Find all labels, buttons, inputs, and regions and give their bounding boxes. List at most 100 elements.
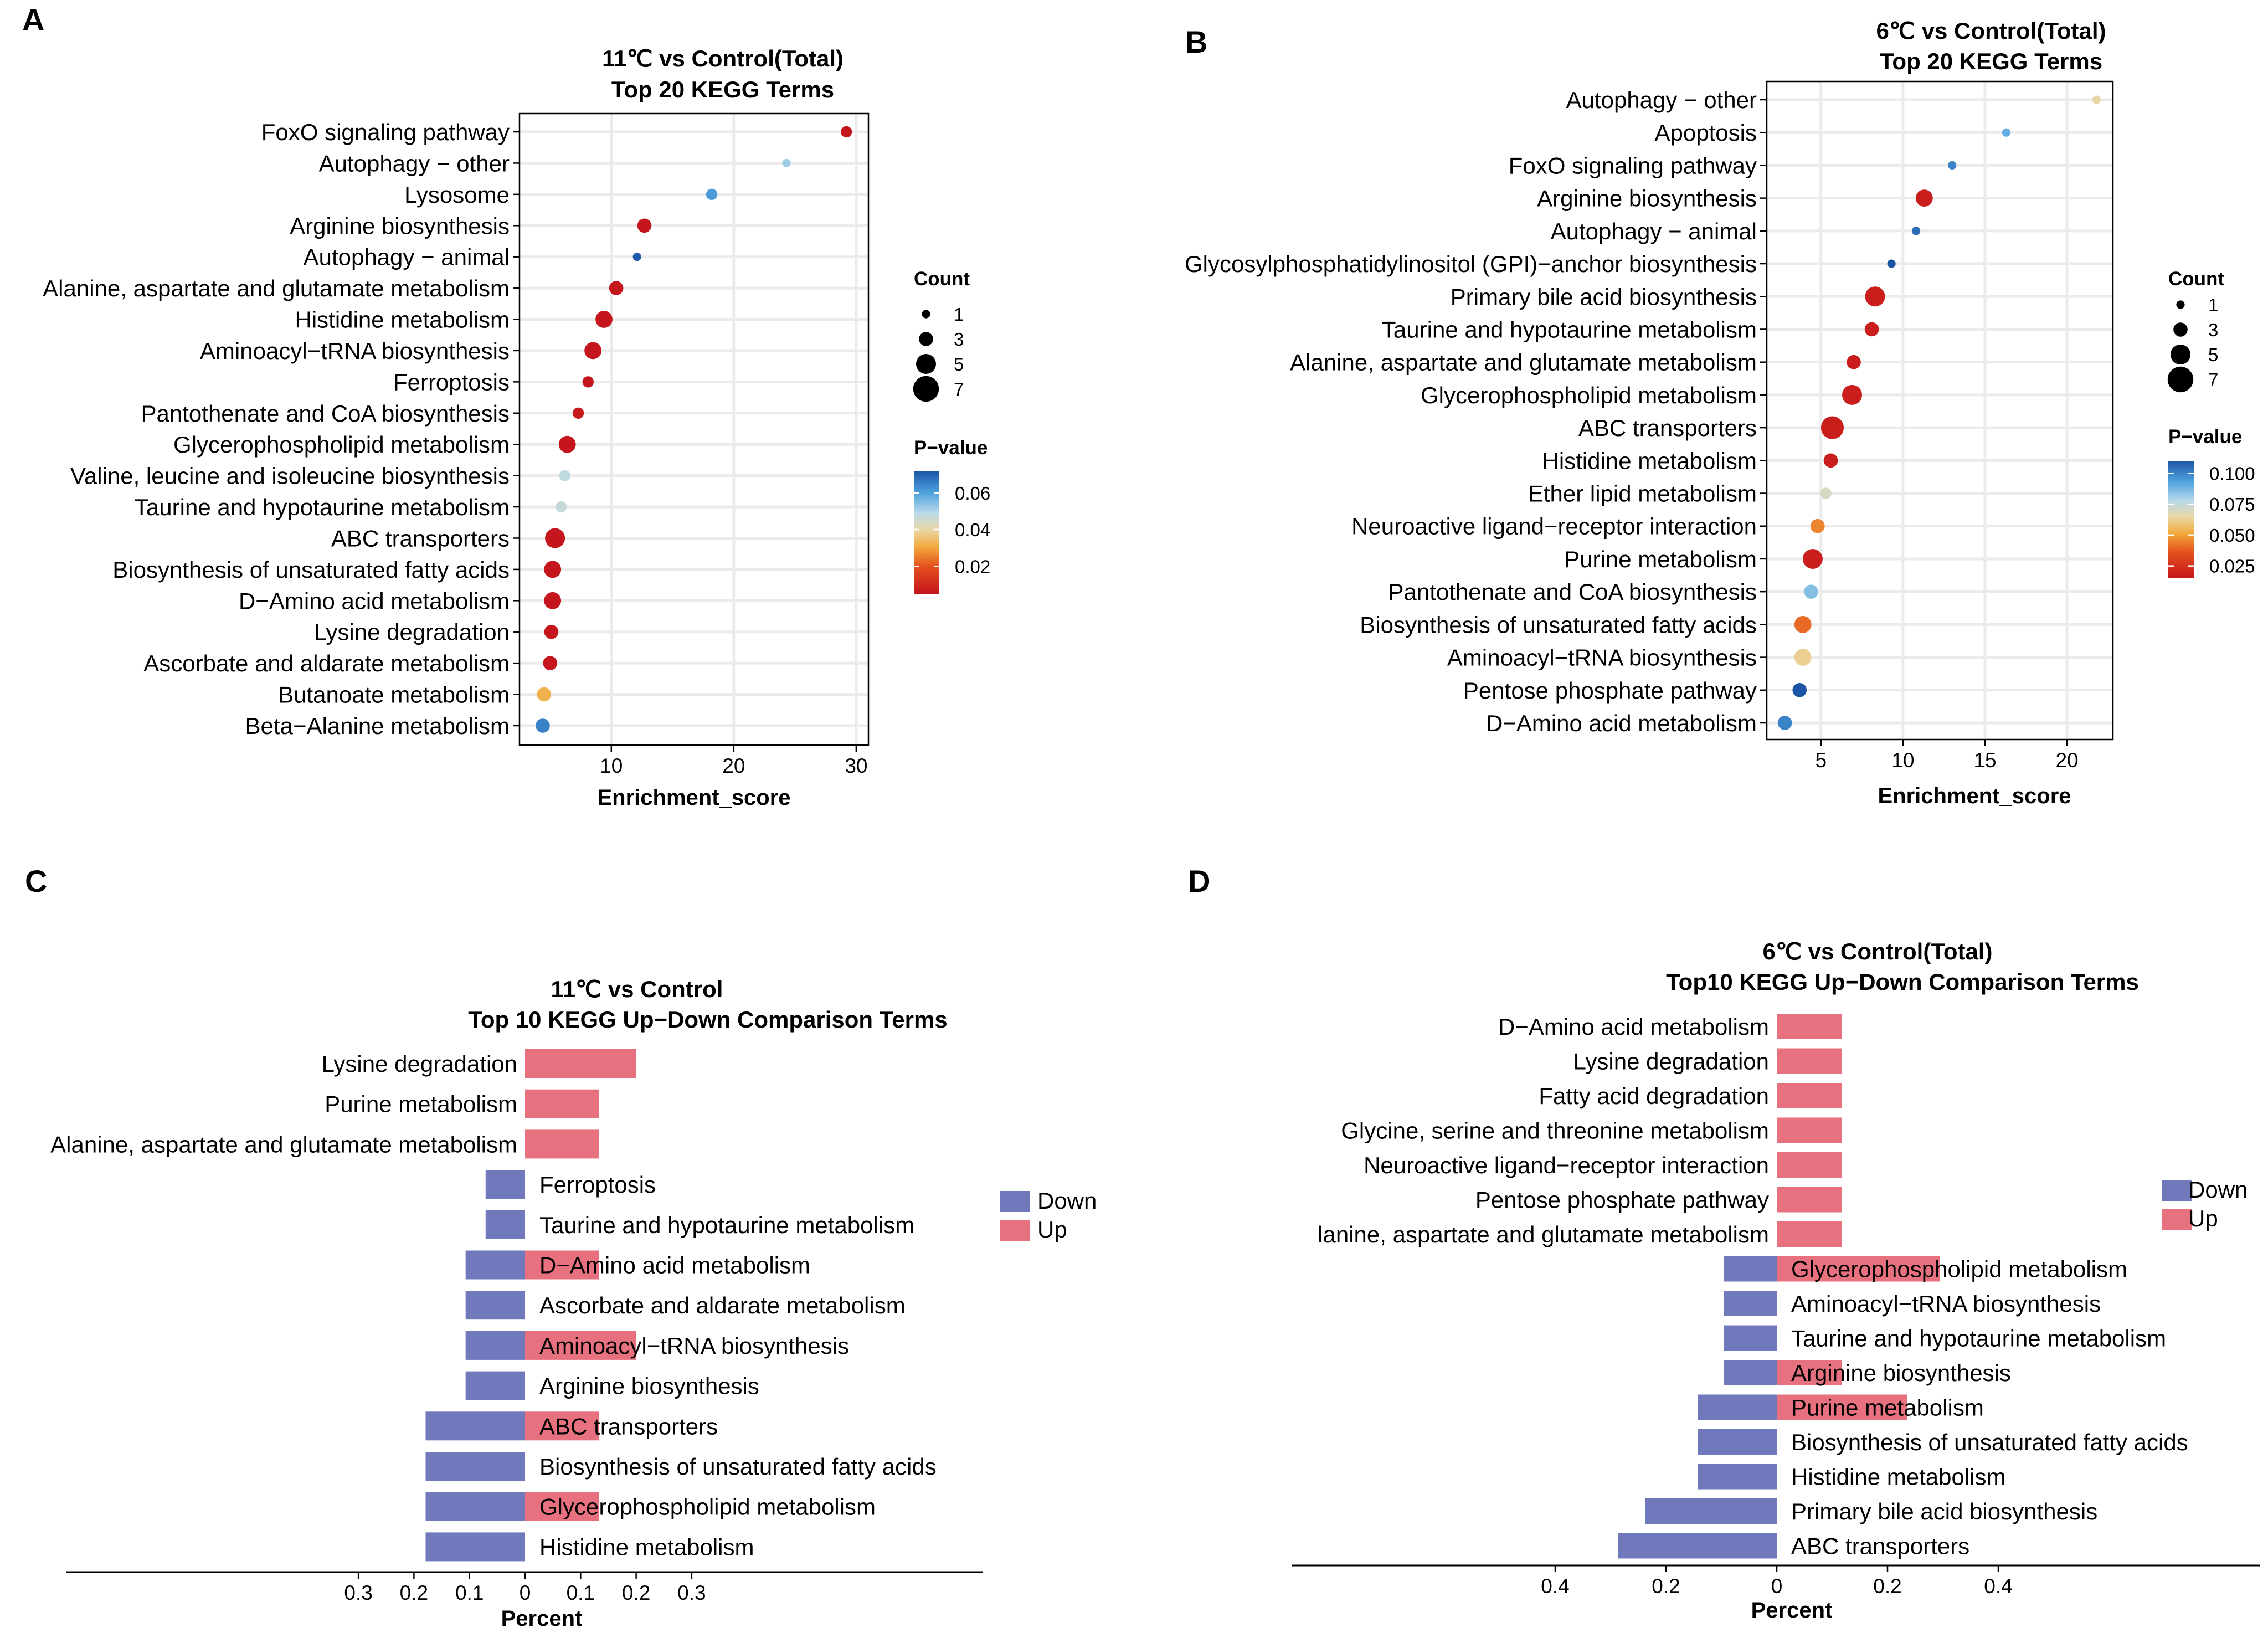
x-tick-label: 15 [1973, 749, 1996, 772]
y-label-valine-leucine-and-isoleucine-biosynthesis: Valine, leucine and isoleucine biosynthe… [70, 463, 510, 489]
panel-b-count-legend: 1 3 5 7 [2167, 295, 2218, 393]
bar-down-taurine-and-hypotaurine-metabolism [1724, 1325, 1777, 1351]
y-label-abc-transporters: ABC transporters [1578, 415, 1757, 441]
bar-label-fatty-acid-degradation: Fatty acid degradation [1539, 1083, 1769, 1109]
point-aminoacyl-trna-biosynthesis [1794, 649, 1812, 666]
x-tick-label: 5 [1815, 749, 1827, 772]
bar-down-purine-metabolism [1698, 1394, 1777, 1420]
point-taurine-and-hypotaurine-metabolism [555, 501, 567, 513]
panel-a-count-legend-title: Count [914, 268, 970, 290]
point-alanine-aspartate-and-glutamate-metabolism [1847, 355, 1861, 369]
panel-c-subtitle: Top 10 KEGG Up−Down Comparison Terms [468, 1007, 947, 1033]
y-label-glycerophospholipid-metabolism: Glycerophospholipid metabolism [1421, 382, 1757, 408]
bar-down-ferroptosis [485, 1170, 525, 1199]
panel-a-y-labels: FoxO signaling pathway Autophagy − other L… [43, 119, 520, 739]
x-tick-label: 0.2 [400, 1581, 428, 1604]
bar-label-histidine-metabolism: Histidine metabolism [539, 1534, 754, 1560]
panel-a-title: 11℃ vs Control(Total) [602, 45, 844, 71]
panel-b-plot-border [1766, 80, 2114, 741]
point-biosynthesis-of-unsaturated-fatty-acids [544, 561, 562, 578]
bar-down-primary-bile-acid-biosynthesis [1645, 1498, 1777, 1524]
bar-down-d-amino-acid-metabolism [465, 1250, 525, 1280]
bar-down-arginine-biosynthesis [465, 1371, 525, 1400]
panel-b-x-axis-title: Enrichment_score [1878, 784, 2071, 808]
x-tick-label: 20 [2055, 749, 2078, 772]
y-label-lysine-degradation: Lysine degradation [314, 619, 510, 645]
bar-down-biosynthesis-of-unsaturated-fatty-acids [425, 1452, 525, 1481]
panel-d-legend-down-swatch [2162, 1180, 2192, 1201]
pvalue-tick-label: 0.100 [2209, 463, 2255, 484]
bar-label-glycerophospholipid-metabolism: Glycerophospholipid metabolism [539, 1494, 876, 1520]
panel-d-legend: Down Up [2162, 1177, 2248, 1231]
count-legend-dot-3 [919, 332, 933, 346]
count-legend-label-7: 7 [2208, 369, 2218, 390]
panel-c: C 11℃ vs Control Top 10 KEGG Up−Down Com… [25, 864, 1097, 1631]
panel-c-legend-up: Up [1037, 1216, 1067, 1242]
point-autophagy-animal [632, 253, 641, 261]
y-label-lysosome: Lysosome [404, 182, 510, 208]
bar-down-abc-transporters [1618, 1533, 1777, 1559]
bar-label-glycine-serine-and-threonine-metabolism: Glycine, serine and threonine metabolism [1341, 1118, 1769, 1144]
bar-up-lysine-degradation [525, 1049, 636, 1078]
point-histidine-metabolism [595, 311, 613, 328]
point-arginine-biosynthesis [637, 218, 652, 233]
bar-label-purine-metabolism: Purine metabolism [1791, 1395, 1984, 1421]
point-ascorbate-and-aldarate-metabolism [543, 656, 558, 670]
panel-c-legend-down: Down [1037, 1188, 1097, 1214]
panel-c-x-axis-title: Percent [501, 1606, 583, 1631]
point-pantothenate-and-coa-biosynthesis [1804, 584, 1818, 599]
panel-b-points [1777, 95, 2101, 730]
y-label-glycerophospholipid-metabolism: Glycerophospholipid metabolism [173, 432, 510, 458]
panel-d-x-axis-title: Percent [1751, 1598, 1833, 1622]
point-pentose-phosphate-pathway [1792, 682, 1807, 697]
bar-up-purine-metabolism [1777, 1394, 1907, 1420]
point-foxo-signaling-pathway [1948, 161, 1957, 170]
panel-b-label: B [1185, 24, 1207, 59]
y-label-butanoate-metabolism: Butanoate metabolism [278, 682, 510, 708]
point-pantothenate-and-coa-biosynthesis [572, 407, 584, 419]
y-label-taurine-and-hypotaurine-metabolism: Taurine and hypotaurine metabolism [135, 494, 510, 520]
y-label-biosynthesis-of-unsaturated-fatty-acids: Biosynthesis of unsaturated fatty acids [112, 557, 510, 583]
count-legend-dot-3 [2173, 322, 2188, 337]
panel-b-count-legend-title: Count [2168, 268, 2224, 290]
bar-label-lysine-degradation: Lysine degradation [1573, 1049, 1769, 1075]
point-apoptosis [2002, 128, 2011, 137]
y-label-glycosylphosphatidylinositol-gpi-anchor-biosynthesis: Glycosylphosphatidylinositol (GPI)−ancho… [1185, 251, 1757, 277]
count-legend-label-1: 1 [954, 304, 964, 325]
bar-up-fatty-acid-degradation [1777, 1083, 1842, 1108]
bar-label-ferroptosis: Ferroptosis [539, 1172, 656, 1198]
panel-d-x-axis: 0.4 0.2 0 0.2 0.4 [1292, 1564, 2260, 1598]
pvalue-tick-label: 0.02 [955, 556, 990, 577]
bar-down-histidine-metabolism [1698, 1464, 1777, 1490]
panel-b-pvalue-legend-title: P−value [2168, 426, 2242, 448]
panel-a-x-axis-title: Enrichment_score [597, 785, 790, 810]
y-label-autophagy-other: Autophagy − other [1566, 87, 1757, 113]
bar-label-arginine-biosynthesis: Arginine biosynthesis [1791, 1360, 2011, 1386]
y-label-d-amino-acid-metabolism: D−Amino acid metabolism [1486, 710, 1757, 736]
bar-up-glycerophospholipid-metabolism [1777, 1256, 1940, 1282]
bar-up-alanine-aspartate-and-glutamate-metabolism [525, 1129, 599, 1159]
x-tick-label: 10 [1891, 749, 1914, 772]
bar-label-arginine-biosynthesis: Arginine biosynthesis [539, 1373, 759, 1399]
bar-label-biosynthesis-of-unsaturated-fatty-acids: Biosynthesis of unsaturated fatty acids [539, 1454, 937, 1480]
bar-down-aminoacyl-trna-biosynthesis [1724, 1291, 1777, 1316]
point-alanine-aspartate-and-glutamate-metabolism [609, 281, 624, 295]
y-label-apoptosis: Apoptosis [1655, 120, 1757, 146]
x-tick-label: 0.3 [677, 1581, 706, 1604]
bar-label-d-amino-acid-metabolism: D−Amino acid metabolism [1498, 1014, 1769, 1040]
bar-label-lanine-aspartate-and-glutamate-metabolism: lanine, aspartate and glutamate metaboli… [1318, 1221, 1769, 1247]
panel-d-label: D [1188, 864, 1210, 898]
x-tick-label: 0.1 [567, 1581, 595, 1604]
x-tick-label: 0.3 [344, 1581, 372, 1604]
point-autophagy-other [2092, 95, 2101, 104]
y-label-alanine-aspartate-and-glutamate-metabolism: Alanine, aspartate and glutamate metabol… [1290, 350, 1757, 376]
y-label-ascorbate-and-aldarate-metabolism: Ascorbate and aldarate metabolism [143, 650, 510, 676]
point-abc-transporters [545, 528, 565, 548]
count-legend-label-3: 3 [2208, 320, 2218, 340]
panel-d: D 6℃ vs Control(Total) Top10 KEGG Up−Dow… [1188, 864, 2260, 1622]
bar-down-arginine-biosynthesis [1724, 1360, 1777, 1385]
y-label-aminoacyl-trna-biosynthesis: Aminoacyl−tRNA biosynthesis [200, 338, 510, 364]
bar-label-abc-transporters: ABC transporters [1791, 1533, 1969, 1559]
panel-c-legend-down-swatch [1000, 1191, 1030, 1212]
